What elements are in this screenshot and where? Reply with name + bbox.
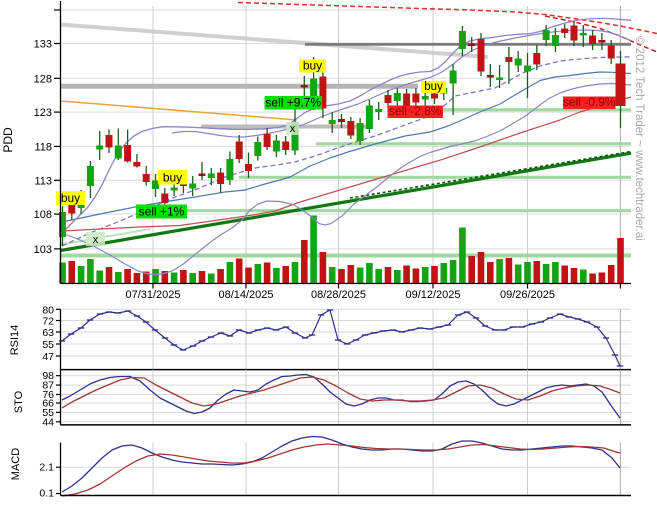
- svg-text:08/14/2025: 08/14/2025: [218, 289, 273, 301]
- svg-text:118: 118: [34, 141, 52, 153]
- svg-text:x: x: [290, 123, 296, 135]
- svg-text:sell -0.9%: sell -0.9%: [563, 95, 616, 109]
- svg-text:108: 108: [34, 209, 52, 221]
- svg-text:sell -2.8%: sell -2.8%: [389, 104, 442, 118]
- svg-text:09/12/2025: 09/12/2025: [405, 289, 460, 301]
- svg-text:07/31/2025: 07/31/2025: [125, 289, 180, 301]
- svg-text:buy: buy: [424, 81, 443, 93]
- svg-text:buy: buy: [61, 191, 80, 205]
- svg-text:x: x: [93, 234, 99, 246]
- svg-text:98: 98: [42, 370, 54, 382]
- svg-text:80: 80: [42, 304, 54, 316]
- svg-text:47: 47: [42, 351, 54, 363]
- svg-text:72: 72: [42, 316, 54, 328]
- svg-text:128: 128: [34, 73, 52, 85]
- svg-text:MACD: MACD: [10, 448, 22, 480]
- svg-text:103: 103: [34, 244, 52, 256]
- svg-text:RSI14: RSI14: [9, 325, 21, 356]
- svg-text:08/28/2025: 08/28/2025: [311, 289, 366, 301]
- svg-text:sell +9.7%: sell +9.7%: [265, 95, 321, 109]
- svg-text:63: 63: [42, 327, 54, 339]
- svg-text:76: 76: [42, 389, 54, 401]
- svg-text:87: 87: [42, 380, 54, 392]
- svg-text:STO: STO: [13, 390, 25, 413]
- svg-text:PDD: PDD: [1, 127, 15, 153]
- svg-text:09/26/2025: 09/26/2025: [500, 289, 555, 301]
- svg-text:55: 55: [42, 407, 54, 419]
- svg-text:0.1: 0.1: [39, 488, 54, 500]
- svg-text:133: 133: [34, 39, 52, 51]
- svg-text:buy: buy: [163, 170, 182, 184]
- svg-text:© 2012 Tech Trader ~ www.techt: © 2012 Tech Trader ~ www.techtrader.ai: [633, 36, 645, 241]
- svg-text:55: 55: [42, 339, 54, 351]
- svg-text:66: 66: [42, 398, 54, 410]
- svg-text:2.1: 2.1: [39, 462, 54, 474]
- svg-text:sell +1%: sell +1%: [139, 204, 185, 218]
- svg-text:44: 44: [42, 416, 54, 428]
- svg-text:buy: buy: [303, 58, 322, 72]
- svg-text:123: 123: [34, 107, 52, 119]
- svg-text:113: 113: [34, 175, 52, 187]
